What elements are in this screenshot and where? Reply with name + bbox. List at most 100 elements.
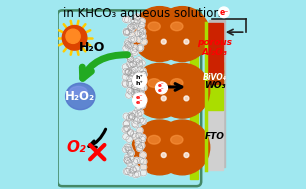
Circle shape — [133, 88, 140, 94]
Circle shape — [139, 18, 145, 25]
Circle shape — [129, 69, 135, 75]
Circle shape — [125, 69, 132, 75]
Circle shape — [137, 26, 144, 33]
Circle shape — [136, 145, 143, 152]
Circle shape — [125, 158, 131, 164]
Circle shape — [123, 68, 129, 75]
Circle shape — [131, 121, 138, 127]
Circle shape — [128, 156, 134, 162]
Circle shape — [130, 22, 136, 29]
Circle shape — [140, 164, 147, 170]
Ellipse shape — [65, 83, 95, 110]
Circle shape — [129, 113, 135, 120]
Circle shape — [132, 89, 138, 96]
Circle shape — [155, 120, 210, 175]
Circle shape — [137, 98, 144, 104]
Circle shape — [122, 126, 129, 133]
Circle shape — [124, 70, 131, 76]
Circle shape — [140, 170, 147, 176]
Circle shape — [135, 141, 142, 147]
Circle shape — [129, 67, 136, 74]
FancyArrowPatch shape — [82, 55, 128, 78]
Circle shape — [137, 116, 144, 123]
Bar — [190, 12, 198, 179]
Ellipse shape — [171, 79, 183, 88]
Circle shape — [122, 16, 129, 22]
Circle shape — [134, 18, 140, 24]
Circle shape — [184, 96, 189, 101]
Circle shape — [134, 171, 141, 177]
Circle shape — [135, 30, 141, 37]
Circle shape — [126, 115, 132, 121]
Circle shape — [128, 70, 134, 77]
Text: BiVO₄: BiVO₄ — [203, 73, 227, 81]
Circle shape — [124, 120, 130, 127]
FancyArrowPatch shape — [89, 129, 106, 147]
Circle shape — [123, 113, 129, 119]
Circle shape — [155, 82, 168, 94]
Circle shape — [125, 39, 131, 45]
Circle shape — [124, 157, 130, 163]
Circle shape — [140, 33, 146, 40]
Bar — [207, 23, 223, 170]
Circle shape — [126, 80, 132, 86]
Circle shape — [139, 60, 145, 66]
Circle shape — [132, 93, 147, 107]
Circle shape — [135, 107, 141, 113]
Circle shape — [128, 56, 134, 63]
Circle shape — [155, 7, 210, 61]
Circle shape — [139, 136, 145, 143]
Circle shape — [127, 56, 134, 63]
Circle shape — [139, 32, 146, 38]
Circle shape — [126, 136, 132, 142]
Circle shape — [128, 150, 134, 156]
FancyArrowPatch shape — [167, 84, 182, 90]
Circle shape — [133, 87, 140, 93]
Circle shape — [132, 49, 138, 56]
Circle shape — [138, 90, 144, 97]
Ellipse shape — [171, 22, 183, 31]
Circle shape — [184, 153, 189, 158]
Circle shape — [131, 86, 138, 92]
Circle shape — [136, 36, 143, 43]
Circle shape — [125, 144, 132, 151]
Text: e⁻
e⁻: e⁻ e⁻ — [158, 83, 165, 93]
Circle shape — [138, 142, 145, 149]
Circle shape — [136, 111, 142, 117]
Circle shape — [127, 24, 134, 31]
Circle shape — [127, 43, 134, 49]
Circle shape — [126, 166, 132, 173]
Circle shape — [136, 104, 142, 110]
Bar — [207, 62, 223, 110]
Circle shape — [132, 133, 139, 140]
Circle shape — [122, 81, 129, 88]
Circle shape — [155, 63, 210, 118]
Ellipse shape — [148, 79, 160, 88]
Circle shape — [139, 29, 146, 35]
Circle shape — [122, 64, 129, 70]
Text: H₂O: H₂O — [78, 41, 105, 54]
Text: e⁻
e⁻: e⁻ e⁻ — [136, 95, 144, 105]
Circle shape — [127, 75, 133, 82]
Circle shape — [132, 66, 138, 73]
Circle shape — [135, 138, 142, 144]
Circle shape — [128, 36, 134, 43]
Bar — [207, 23, 223, 73]
Text: FTO: FTO — [205, 132, 225, 141]
Circle shape — [141, 71, 147, 78]
Circle shape — [127, 150, 134, 157]
Circle shape — [161, 39, 166, 44]
Circle shape — [133, 90, 140, 96]
Circle shape — [138, 157, 144, 164]
Circle shape — [122, 146, 129, 153]
Circle shape — [136, 144, 143, 151]
Circle shape — [136, 62, 143, 68]
Circle shape — [129, 32, 135, 38]
Circle shape — [122, 74, 129, 80]
Circle shape — [126, 147, 133, 154]
Circle shape — [128, 170, 134, 176]
Circle shape — [124, 125, 131, 132]
Circle shape — [122, 80, 128, 86]
Circle shape — [136, 71, 142, 77]
Circle shape — [124, 144, 130, 150]
